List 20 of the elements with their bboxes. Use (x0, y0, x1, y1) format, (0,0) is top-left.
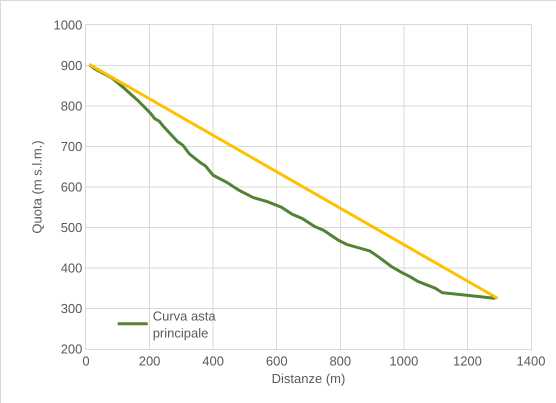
y-tick-label: 800 (60, 98, 82, 114)
y-tick-label: 200 (60, 342, 82, 357)
x-tick-label: 1400 (516, 354, 546, 369)
x-tick-label: 1000 (389, 354, 418, 369)
y-tick-label: 700 (60, 139, 82, 154)
x-tick-label: 1200 (452, 354, 482, 369)
y-tick-label: 500 (60, 220, 82, 236)
y-tick-label: 600 (60, 180, 82, 195)
y-tick-label: 900 (60, 58, 82, 74)
x-tick-label: 800 (329, 354, 352, 369)
y-axis-title: Quota (m s.l.m.) (29, 140, 44, 234)
y-tick-label: 300 (60, 301, 82, 316)
y-tick-label: 400 (60, 260, 82, 276)
x-axis-title: Distanze (m) (272, 371, 346, 386)
x-tick-label: 200 (138, 354, 160, 369)
x-tick-label: 400 (202, 354, 224, 369)
x-tick-label: 0 (82, 354, 90, 369)
x-tick-label: 600 (266, 354, 288, 369)
y-tick-label: 1000 (53, 18, 82, 33)
legend-label: Curva asta principale (152, 308, 216, 340)
